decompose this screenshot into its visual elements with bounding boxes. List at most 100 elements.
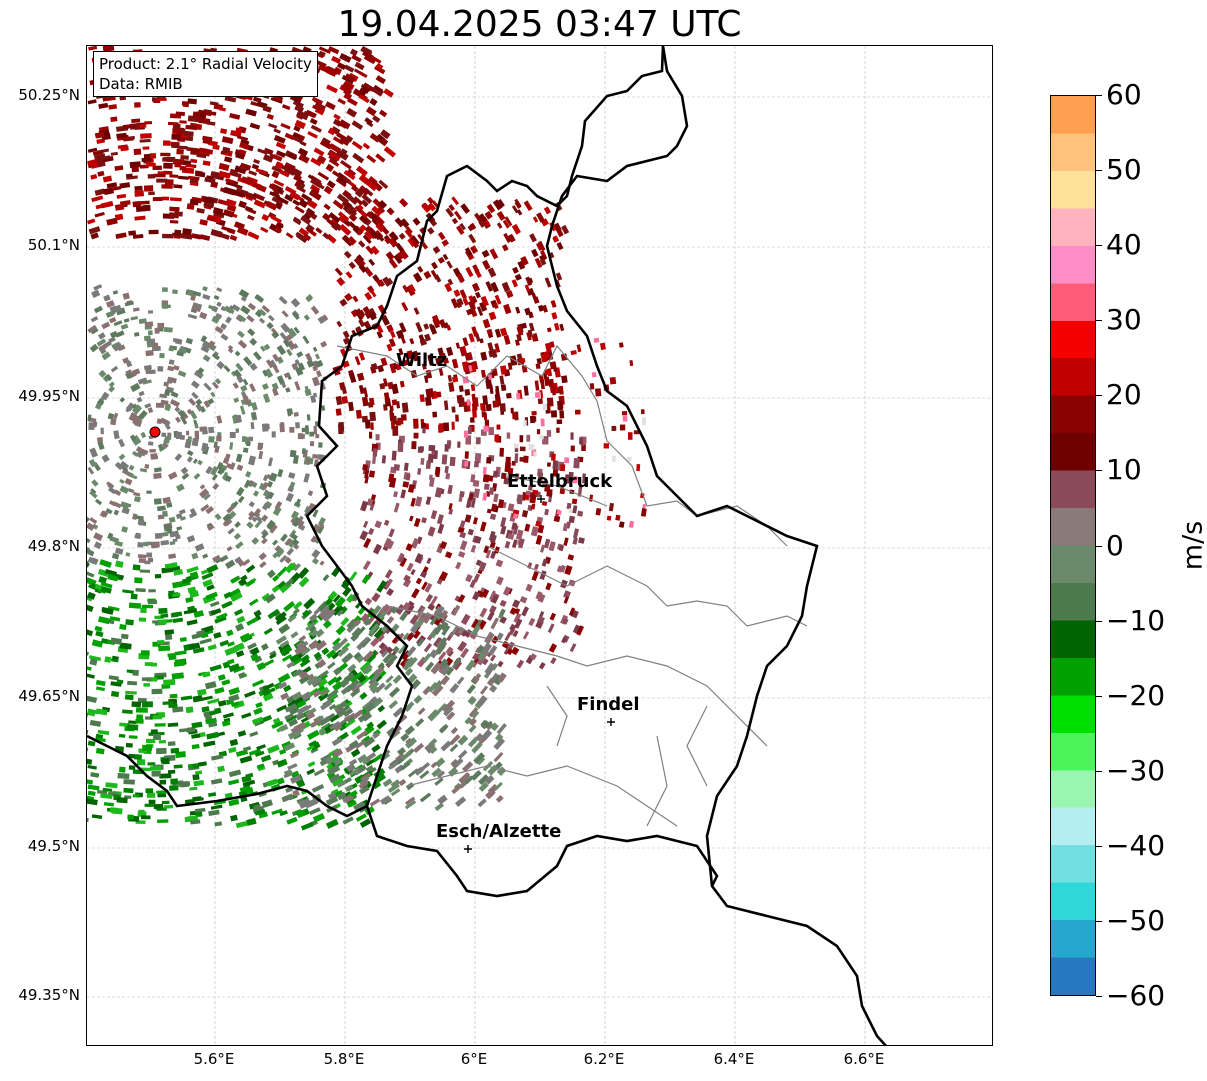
echo-cell — [325, 795, 339, 806]
echo-cell — [464, 451, 469, 459]
echo-cell — [346, 618, 357, 630]
echo-cell — [87, 708, 99, 715]
echo-cell — [151, 771, 161, 777]
echo-cell — [154, 574, 162, 579]
echo-cell — [212, 554, 221, 563]
echo-cell — [331, 604, 344, 616]
map-area[interactable] — [86, 45, 993, 1046]
echo-cell — [140, 431, 147, 439]
echo-cell — [227, 527, 235, 535]
echo-cell — [578, 537, 585, 544]
echo-cell — [226, 629, 234, 637]
echo-cell — [235, 541, 244, 550]
echo-cell — [455, 561, 462, 570]
echo-cell — [194, 430, 200, 440]
echo-cell — [277, 222, 284, 229]
echo-cell — [202, 671, 211, 678]
echo-cell — [372, 448, 378, 457]
echo-cell — [436, 605, 445, 616]
echo-cell — [269, 472, 278, 482]
lat-tick-label: 49.8°N — [27, 537, 80, 555]
echo-cell — [135, 515, 144, 520]
echo-cell — [101, 607, 114, 615]
echo-cell — [543, 206, 552, 215]
echo-cell — [239, 405, 246, 415]
echo-cell — [271, 330, 280, 339]
echo-cell — [298, 799, 312, 809]
echo-cell — [281, 793, 294, 803]
echo-cell — [380, 314, 390, 326]
echo-cell — [350, 725, 362, 736]
echo-cell — [191, 391, 199, 400]
echo-cell — [396, 251, 405, 260]
echo-cell — [428, 474, 433, 481]
echo-cell — [431, 200, 439, 208]
echo-cell — [372, 274, 380, 282]
echo-cell — [354, 739, 366, 749]
echo-cell — [204, 681, 217, 690]
echo-cell — [263, 147, 274, 156]
echo-cell — [405, 474, 411, 481]
echo-cell — [113, 320, 123, 327]
echo-cell — [364, 291, 373, 301]
echo-cell — [125, 173, 133, 178]
echo-cell — [348, 372, 357, 384]
echo-cell — [136, 714, 144, 721]
echo-cell — [312, 453, 319, 459]
echo-cell — [174, 406, 181, 413]
echo-cell — [363, 537, 372, 549]
echo-cell — [450, 726, 459, 735]
echo-cell — [486, 203, 496, 214]
echo-cell — [251, 181, 262, 190]
echo-cell — [163, 804, 174, 809]
echo-cell — [119, 182, 131, 189]
echo-cell — [360, 199, 369, 208]
echo-cell — [513, 612, 522, 624]
echo-cell — [102, 787, 113, 792]
echo-cell — [227, 641, 235, 647]
colorbar-tick — [1096, 621, 1102, 622]
echo-cell — [381, 455, 387, 464]
echo-cell — [186, 203, 195, 210]
echo-cell — [344, 292, 353, 302]
echo-cell — [147, 330, 153, 336]
echo-cell — [485, 788, 496, 800]
echo-cell — [271, 170, 280, 179]
echo-cell — [548, 542, 556, 551]
echo-cell — [120, 146, 129, 152]
echo-cell — [327, 688, 339, 699]
echo-cell — [413, 307, 420, 315]
echo-cell — [235, 428, 240, 433]
echo-cell — [386, 343, 393, 352]
echo-cell — [475, 291, 481, 299]
echo-cell — [619, 424, 626, 431]
echo-cell — [202, 286, 208, 292]
echo-cell — [472, 673, 482, 684]
echo-cell — [465, 659, 476, 672]
echo-cell — [481, 249, 490, 258]
echo-cell — [375, 75, 386, 85]
echo-cell — [102, 175, 113, 183]
echo-cell — [189, 810, 197, 816]
echo-cell — [174, 650, 187, 656]
echo-cell — [144, 560, 151, 565]
colorbar-tick — [1096, 846, 1102, 847]
echo-cell — [215, 312, 223, 320]
echo-cell — [495, 794, 504, 803]
colorbar-tick — [1096, 95, 1102, 96]
echo-cell — [511, 599, 521, 609]
echo-cell — [482, 474, 490, 483]
echo-cell — [131, 404, 143, 415]
echo-cell — [451, 196, 460, 206]
echo-cell — [348, 767, 361, 777]
echo-cell — [87, 673, 95, 679]
echo-cell — [140, 650, 150, 656]
echo-cell — [153, 498, 162, 505]
echo-cell — [369, 798, 381, 807]
echo-cell — [468, 717, 478, 727]
echo-cell — [232, 382, 239, 390]
echo-cell — [311, 549, 321, 559]
echo-cell — [433, 605, 442, 615]
echo-cell — [412, 217, 421, 226]
echo-cell — [200, 504, 210, 512]
